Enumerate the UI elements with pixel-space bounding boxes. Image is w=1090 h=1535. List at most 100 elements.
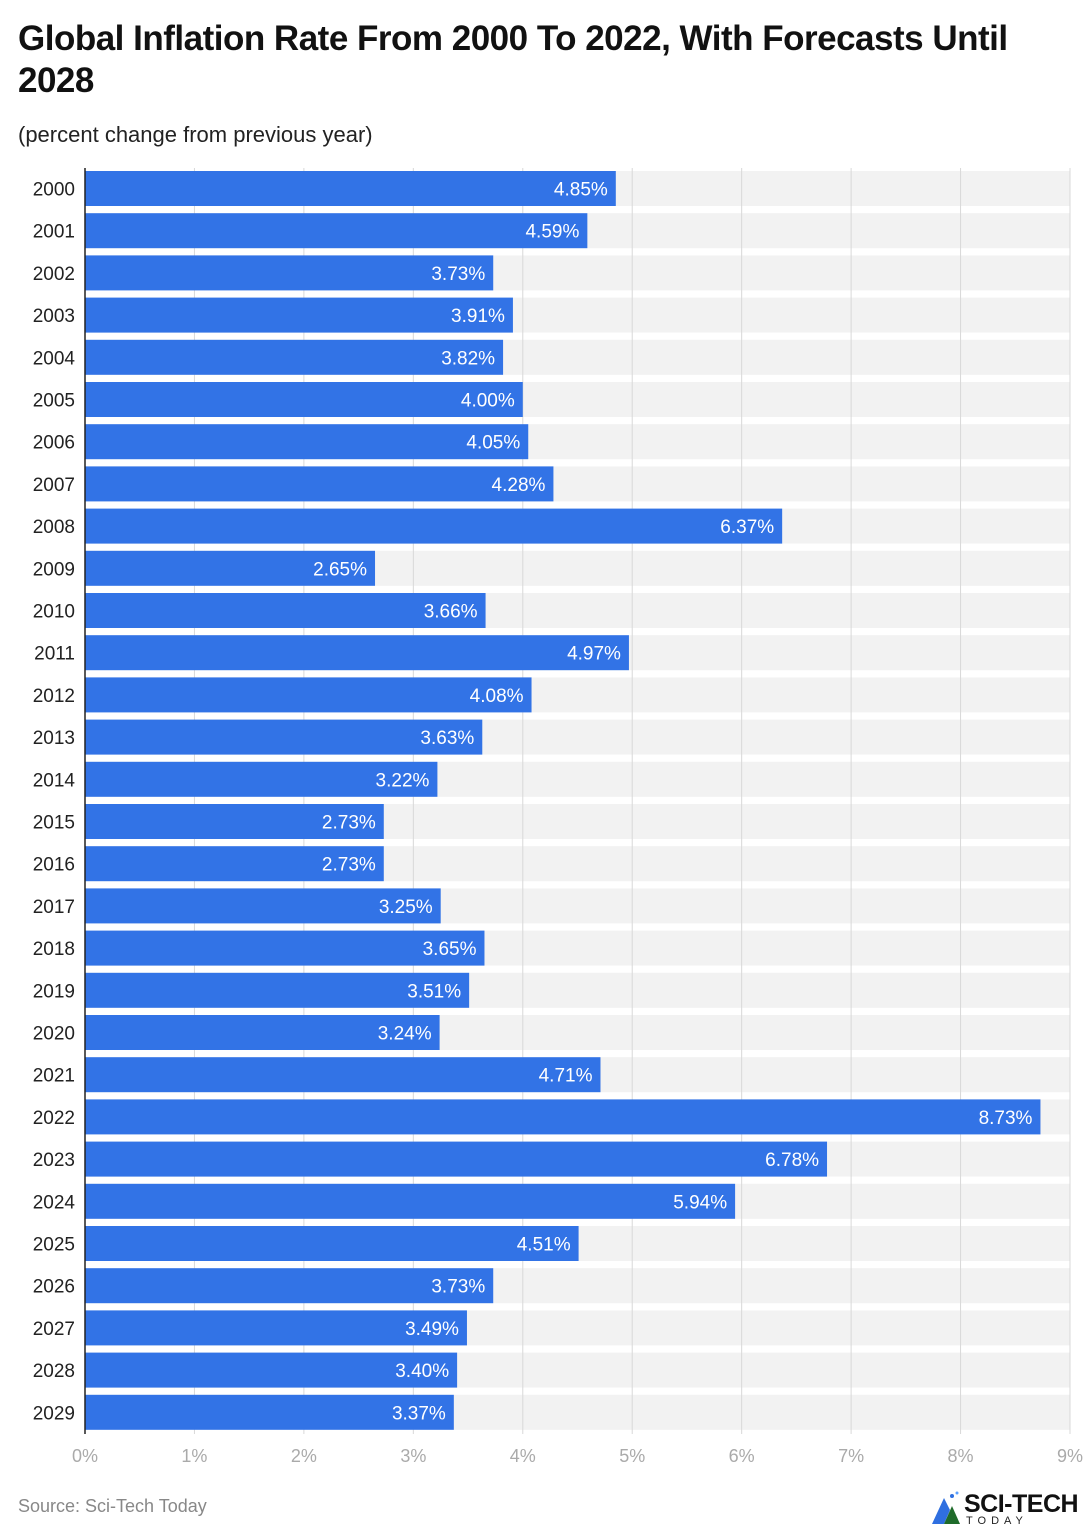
y-tick-label: 2008 (33, 517, 75, 538)
bar-chart: 0% 1% 2% 3% 4% 5% 6% 7% 8% 9% 2000 4.85% 2001 4.59% 20… (33, 168, 1083, 1466)
x-tick-label: 6% (729, 1446, 755, 1466)
y-tick-label: 2017 (33, 897, 75, 918)
x-tick-label: 5% (619, 1446, 645, 1466)
y-tick-label: 2021 (33, 1066, 75, 1087)
bar-2025 (85, 1226, 579, 1261)
bar-2026 (85, 1268, 494, 1304)
y-tick-label: 2005 (33, 391, 75, 412)
data-label: 4.08% (470, 686, 524, 707)
bar-2010 (85, 593, 486, 628)
data-label: 4.71% (539, 1066, 593, 1087)
logo-text: SCI-TECH (964, 1490, 1079, 1518)
data-label: 2.65% (313, 559, 367, 580)
logo-icon (932, 1491, 960, 1524)
bar-2009 (85, 550, 376, 586)
data-label: 6.37% (720, 517, 774, 538)
bar-2027 (85, 1310, 467, 1346)
data-label: 3.22% (376, 770, 430, 791)
x-tick-label: 8% (948, 1446, 974, 1466)
y-tick-label: 2016 (33, 855, 75, 876)
y-tick-label: 2018 (33, 939, 75, 960)
y-tick-label: 2007 (33, 475, 75, 496)
data-label: 3.25% (379, 897, 433, 918)
y-tick-label: 2011 (34, 644, 75, 665)
y-tick-label: 2023 (33, 1150, 75, 1171)
bar-2016 (85, 846, 384, 882)
bar-2022 (85, 1099, 1041, 1135)
bar-2019 (85, 972, 470, 1008)
y-tick-label: 2004 (33, 348, 76, 369)
x-tick-label: 3% (400, 1446, 426, 1466)
y-tick-label: 2001 (33, 222, 75, 243)
bar-2004 (85, 339, 504, 375)
data-label: 6.78% (765, 1150, 819, 1171)
y-tick-label: 2012 (33, 686, 75, 707)
data-label: 3.51% (407, 981, 461, 1002)
bar-2024 (85, 1183, 736, 1219)
x-tick-label: 7% (838, 1446, 864, 1466)
bar-2028 (85, 1352, 458, 1388)
data-label: 3.66% (424, 602, 478, 623)
y-tick-label: 2013 (33, 728, 75, 749)
bar-2003 (85, 297, 513, 333)
y-tick-label: 2010 (33, 602, 75, 623)
bar-2005 (85, 382, 523, 417)
bar-2001 (85, 213, 588, 249)
y-tick-label: 2029 (33, 1403, 75, 1424)
bar-2006 (85, 424, 529, 460)
bar-2021 (85, 1057, 601, 1093)
x-tick-label: 0% (72, 1446, 98, 1466)
y-tick-label: 2003 (33, 306, 75, 327)
bar-2015 (85, 804, 384, 839)
sci-tech-logo: SCI-TECH TODAY (930, 1490, 1090, 1530)
y-tick-label: 2027 (33, 1319, 75, 1340)
data-label: 3.24% (378, 1024, 432, 1045)
data-label: 4.00% (461, 391, 515, 412)
data-label: 3.49% (405, 1319, 459, 1340)
y-tick-label: 2006 (33, 433, 75, 454)
data-label: 4.05% (466, 433, 520, 454)
logo-subtext: TODAY (966, 1515, 1028, 1527)
bar-2013 (85, 719, 483, 755)
x-tick-label: 1% (181, 1446, 207, 1466)
data-label: 3.82% (441, 348, 495, 369)
y-tick-label: 2028 (33, 1361, 75, 1382)
y-tick-label: 2020 (33, 1024, 75, 1045)
data-label: 3.37% (392, 1403, 446, 1424)
data-label: 2.73% (322, 813, 376, 834)
bar-2017 (85, 888, 441, 924)
data-label: 3.73% (431, 1277, 485, 1298)
y-tick-label: 2000 (33, 180, 75, 201)
data-label: 3.91% (451, 306, 505, 327)
data-label: 3.65% (423, 939, 477, 960)
bar-2007 (85, 466, 554, 502)
data-label: 4.51% (517, 1235, 571, 1256)
y-tick-label: 2015 (33, 813, 75, 834)
bar-2018 (85, 930, 485, 966)
x-tick-label: 2% (291, 1446, 317, 1466)
data-label: 4.85% (554, 180, 608, 201)
y-tick-label: 2024 (33, 1192, 76, 1213)
y-tick-label: 2025 (33, 1235, 75, 1256)
data-label: 3.40% (395, 1361, 449, 1382)
bar-2023 (85, 1141, 828, 1177)
source-note: Source: Sci-Tech Today (18, 1496, 207, 1516)
bar-2014 (85, 761, 438, 797)
y-tick-label: 2002 (33, 264, 75, 285)
y-tick-label: 2014 (33, 770, 76, 791)
x-tick-label: 4% (510, 1446, 536, 1466)
chart-subtitle: (percent change from previous year) (18, 122, 373, 147)
data-label: 4.28% (492, 475, 546, 496)
data-label: 3.63% (420, 728, 474, 749)
y-tick-label: 2026 (33, 1277, 75, 1298)
bar-2011 (85, 635, 629, 671)
x-tick-label: 9% (1057, 1446, 1083, 1466)
data-label: 3.73% (431, 264, 485, 285)
data-label: 2.73% (322, 855, 376, 876)
data-label: 5.94% (673, 1192, 727, 1213)
bar-2029 (85, 1394, 454, 1430)
data-label: 4.97% (567, 644, 621, 665)
bar-2008 (85, 508, 783, 544)
bar-2000 (85, 171, 616, 206)
